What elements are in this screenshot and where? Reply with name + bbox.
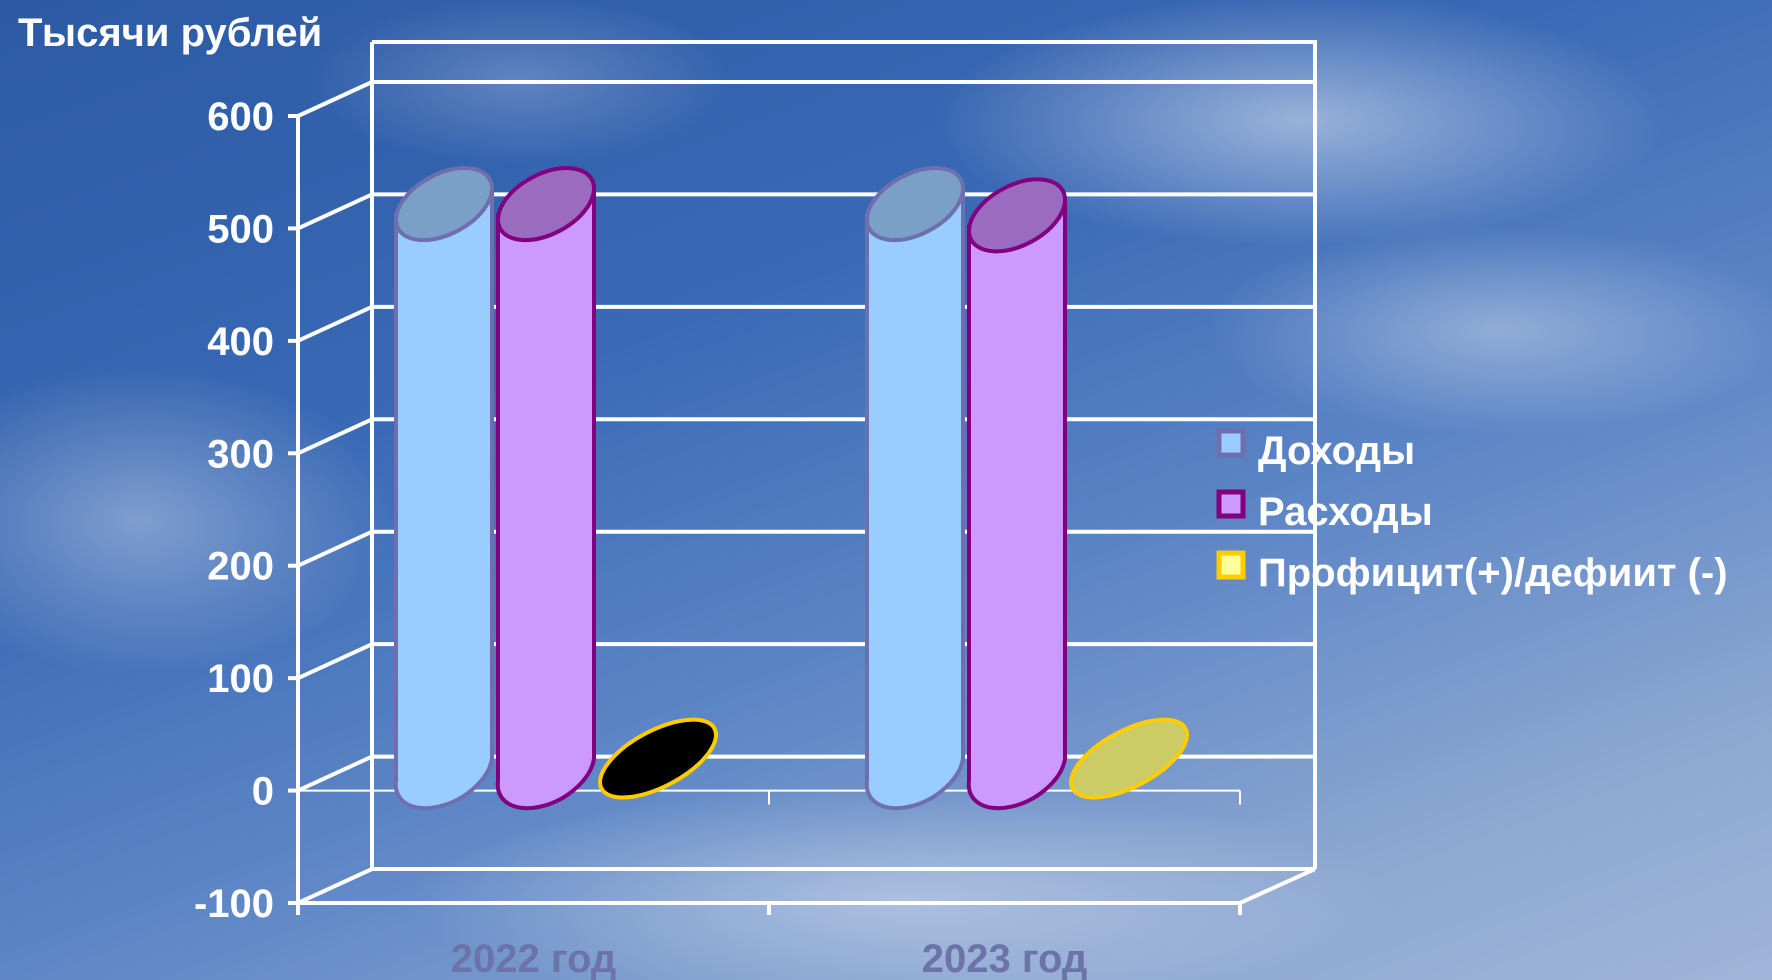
- bar-0-0: [393, 190, 494, 811]
- chart-axes: 600 500 400 300 200 100 0 -100 2022 год 2023 год: [194, 95, 1242, 980]
- y-tick-label: 200: [207, 545, 274, 589]
- bar-0-1: [495, 190, 596, 811]
- gridline-side: [297, 192, 373, 231]
- y-tick-label: 300: [207, 432, 274, 476]
- bar-top-0-0: [393, 166, 495, 243]
- bar-0-2: [597, 717, 719, 800]
- y-tick-label: 100: [207, 657, 274, 701]
- legend-swatch: [1216, 550, 1246, 580]
- gridline-side: [297, 305, 373, 343]
- gridline-side: [297, 642, 373, 680]
- bar-1-0: [864, 190, 965, 811]
- floor-right-edge: [1239, 867, 1316, 905]
- x-tick-label: 2023 год: [922, 937, 1088, 980]
- gridline-side: [297, 417, 373, 456]
- back-wall-outline: [372, 40, 1317, 869]
- legend-label: Доходы: [1258, 429, 1415, 473]
- y-tick-label: 400: [207, 320, 274, 364]
- legend-swatch: [1216, 489, 1246, 519]
- y-tick-label: 0: [252, 770, 274, 814]
- gridline-side: [297, 529, 373, 568]
- y-tick-label: 500: [207, 207, 274, 251]
- x-tick-label: 2022 год: [451, 937, 617, 980]
- zero-line-side: [297, 755, 373, 792]
- legend-label: Профицит(+)/дефиит (-): [1258, 551, 1728, 595]
- y-tick-label: 600: [207, 95, 274, 139]
- bar-top-1-1: [966, 177, 1068, 254]
- chart-bars: [393, 166, 1190, 811]
- y-axis-title: Тысячи рублей: [18, 11, 322, 55]
- legend: Доходы Расходы Профицит(+)/дефиит (-): [1216, 428, 1728, 595]
- y-tick-label: -100: [194, 882, 274, 926]
- gridline-side: [297, 867, 373, 905]
- legend-swatch: [1216, 428, 1246, 458]
- bar-top-0-1: [495, 166, 597, 243]
- bar-1-2: [1068, 717, 1190, 800]
- bar-top-1-0: [864, 166, 966, 243]
- gridline-side: [297, 80, 373, 118]
- legend-label: Расходы: [1258, 490, 1433, 534]
- bar-1-1: [966, 201, 1067, 811]
